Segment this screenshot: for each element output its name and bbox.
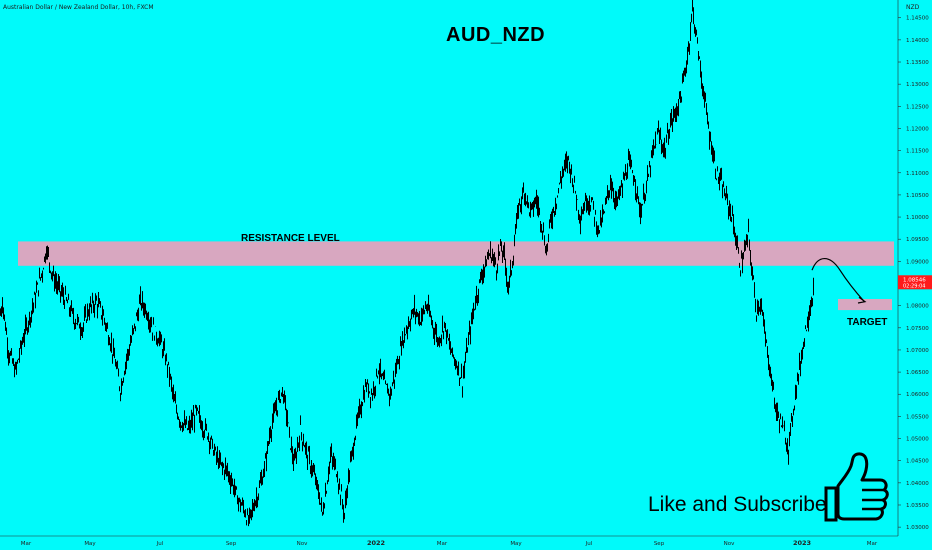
target-label: TARGET bbox=[847, 317, 887, 328]
symbol-header: Australian Dollar / New Zealand Dollar, … bbox=[3, 4, 154, 11]
y-tick-label: 1.14000 bbox=[906, 38, 929, 44]
y-tick-label: 1.04500 bbox=[906, 459, 929, 465]
x-tick-label: 2023 bbox=[793, 539, 811, 547]
projection-curve bbox=[811, 257, 865, 302]
x-tick-label: Mar bbox=[867, 541, 878, 547]
x-tick-label: Nov bbox=[297, 541, 308, 547]
x-tick-label: Nov bbox=[724, 541, 735, 547]
target-zone bbox=[838, 299, 892, 311]
y-tick-label: 1.06500 bbox=[906, 370, 929, 376]
y-tick-label: 1.08000 bbox=[906, 304, 929, 310]
y-tick-label: 1.12000 bbox=[906, 126, 929, 132]
y-tick-label: 1.12500 bbox=[906, 104, 929, 110]
x-tick-label: May bbox=[84, 541, 96, 547]
y-tick-label: 1.14500 bbox=[906, 16, 929, 22]
y-tick-label: 1.04000 bbox=[906, 481, 929, 487]
x-tick-label: 2022 bbox=[367, 539, 385, 547]
y-tick-label: 1.10500 bbox=[906, 193, 929, 199]
x-tick-label: May bbox=[510, 541, 522, 547]
y-tick-label: 1.07000 bbox=[906, 348, 929, 354]
price-countdown: 02:29:04 bbox=[903, 283, 925, 289]
y-tick-label: 1.05500 bbox=[906, 414, 929, 420]
x-tick-label: Sep bbox=[654, 541, 665, 547]
x-tick-label: Jul bbox=[156, 541, 164, 547]
x-tick-label: Jul bbox=[585, 541, 593, 547]
y-axis-currency: NZD bbox=[906, 4, 920, 11]
y-tick-label: 1.06000 bbox=[906, 392, 929, 398]
y-tick-label: 1.10000 bbox=[906, 215, 929, 221]
current-price-tag bbox=[898, 275, 932, 290]
x-tick-label: Mar bbox=[437, 541, 448, 547]
like-subscribe-text: Like and Subscribe bbox=[648, 493, 827, 516]
y-tick-label: 1.05000 bbox=[906, 437, 929, 443]
projection-arrowhead bbox=[857, 296, 867, 304]
resistance-label: RESISTANCE LEVEL bbox=[241, 233, 340, 244]
x-tick-label: Mar bbox=[21, 541, 32, 547]
resistance-zone bbox=[18, 241, 894, 266]
y-tick-label: 1.03000 bbox=[906, 525, 929, 531]
price-series bbox=[0, 0, 814, 527]
y-tick-label: 1.11500 bbox=[906, 149, 929, 155]
y-tick-label: 1.13000 bbox=[906, 82, 929, 88]
y-tick-label: 1.07500 bbox=[906, 326, 929, 332]
x-tick-label: Sep bbox=[226, 541, 237, 547]
y-tick-label: 1.13500 bbox=[906, 60, 929, 66]
y-tick-label: 1.09500 bbox=[906, 237, 929, 243]
y-tick-label: 1.11000 bbox=[906, 171, 929, 177]
thumbs-up-icon bbox=[824, 452, 889, 522]
y-tick-label: 1.03500 bbox=[906, 503, 929, 509]
chart-title: AUD_NZD bbox=[446, 24, 546, 46]
current-price-value: 1.08546 bbox=[903, 277, 926, 283]
y-tick-label: 1.09000 bbox=[906, 259, 929, 265]
